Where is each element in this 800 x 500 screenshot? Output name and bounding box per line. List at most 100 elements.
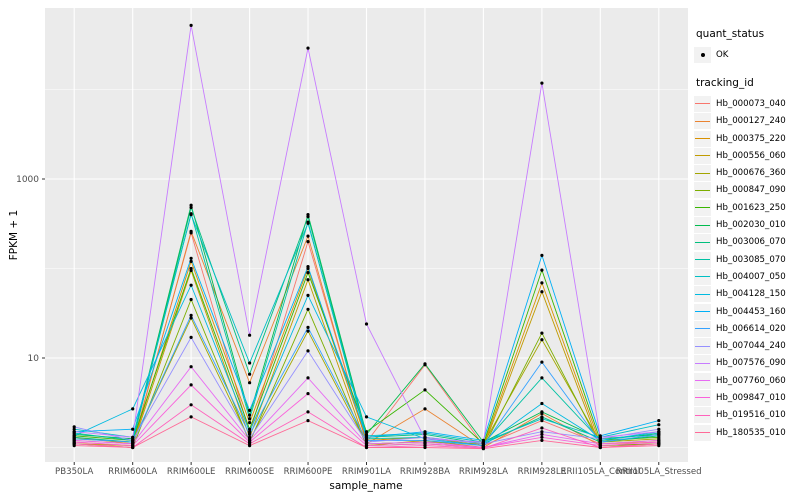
data-point xyxy=(364,445,369,450)
legend-line-swatch xyxy=(695,362,710,364)
data-point xyxy=(423,430,427,434)
legend-line-swatch xyxy=(695,172,710,174)
data-point xyxy=(540,430,544,434)
data-point xyxy=(189,316,193,320)
data-point xyxy=(657,432,661,436)
x-tick-label: RRIM928BA xyxy=(400,467,450,477)
legend-item-label: Hb_000676_360 xyxy=(716,168,786,179)
data-point xyxy=(540,410,544,414)
data-point xyxy=(306,215,310,219)
data-point xyxy=(189,365,193,369)
data-point xyxy=(423,445,427,450)
data-point xyxy=(306,376,310,380)
data-point xyxy=(598,435,602,439)
legend-item: Hb_000847_090 xyxy=(694,182,798,199)
x-tick-label: RRIM600SE xyxy=(225,467,274,477)
legend-key xyxy=(694,407,711,424)
data-point xyxy=(189,313,193,317)
data-point xyxy=(423,407,427,411)
data-point xyxy=(540,417,544,421)
point-marker-icon xyxy=(700,52,705,57)
data-point xyxy=(364,435,369,439)
legend-line-swatch xyxy=(695,311,710,312)
data-point xyxy=(306,392,310,396)
data-point xyxy=(189,415,193,419)
data-point xyxy=(540,268,544,272)
data-point xyxy=(72,427,76,431)
data-point xyxy=(423,362,427,366)
data-point xyxy=(189,297,193,302)
legend-item: Hb_000127_240 xyxy=(694,113,798,130)
x-tick-label: RRIM901LA xyxy=(342,467,391,477)
legend-item-label: Hb_004453_160 xyxy=(716,306,786,317)
data-point xyxy=(189,205,193,210)
legend-quant-status-title: quant_status xyxy=(696,28,765,40)
data-point xyxy=(540,426,544,430)
legend-item: Hb_007760_060 xyxy=(694,372,798,389)
data-point xyxy=(248,430,252,434)
legend-item: Hb_004128_150 xyxy=(694,286,798,303)
x-tick-label: RRIM928LE xyxy=(518,467,567,477)
legend-item: Hb_000073_040 xyxy=(694,95,798,112)
x-axis-title: sample_name xyxy=(329,480,402,492)
data-point xyxy=(189,23,193,27)
legend-line-swatch xyxy=(695,276,710,278)
legend-key xyxy=(694,182,711,199)
legend-item: Hb_000375_220 xyxy=(694,130,798,147)
data-point xyxy=(248,421,252,425)
legend-quant-status: quant_status OK xyxy=(694,28,798,63)
legend-line-swatch xyxy=(695,380,710,382)
legend-item-label: Hb_003085_070 xyxy=(716,254,786,265)
data-point xyxy=(540,432,544,436)
legend-key xyxy=(694,372,711,389)
legend-item: Hb_007044_240 xyxy=(694,337,798,355)
legend-item-ok: OK xyxy=(694,46,798,63)
data-point xyxy=(598,445,602,450)
legend-item-label: Hb_006614_020 xyxy=(716,323,786,334)
legend-tracking-id-title: tracking_id xyxy=(696,77,754,90)
legend-line-swatch xyxy=(695,414,710,416)
legend-key-ok xyxy=(694,46,711,63)
data-point xyxy=(657,427,661,431)
data-point xyxy=(306,419,310,423)
data-point xyxy=(248,444,252,448)
data-point xyxy=(364,430,369,434)
legend-item: Hb_003085_070 xyxy=(694,251,798,268)
data-point xyxy=(189,335,193,339)
legend-item-label: Hb_004128_150 xyxy=(716,289,786,300)
legend-item-label: Hb_007044_240 xyxy=(716,341,786,352)
legend-line-swatch xyxy=(695,345,710,347)
data-point xyxy=(540,376,544,380)
legend-key xyxy=(694,234,711,251)
data-point xyxy=(306,234,310,238)
legend-tracking-id: tracking_id Hb_000073_040 Hb_000127_240 Hb… xyxy=(694,77,798,441)
legend-key xyxy=(694,251,711,268)
legend-key xyxy=(694,147,711,164)
legend-line-swatch xyxy=(695,432,710,434)
data-point xyxy=(540,253,544,257)
legend-key xyxy=(694,95,711,112)
legend-tracking-id-items: Hb_000073_040 Hb_000127_240 Hb_000375_220 H… xyxy=(694,95,798,441)
data-point xyxy=(189,229,193,233)
data-point xyxy=(423,437,427,441)
legend-item: Hb_000676_360 xyxy=(694,164,798,182)
x-tick-label: RRIM600LE xyxy=(167,467,216,477)
data-point xyxy=(306,46,310,50)
x-tick-label: RRIM600LA xyxy=(108,467,157,477)
legend-item-label: Hb_000375_220 xyxy=(716,133,786,144)
legend-line-swatch xyxy=(695,103,710,105)
legend-key xyxy=(694,113,711,130)
data-point xyxy=(306,293,310,297)
legend-key xyxy=(694,199,711,216)
data-point xyxy=(540,281,544,285)
legend-item: Hb_006614_020 xyxy=(694,320,798,337)
data-point xyxy=(306,325,310,329)
x-tick-label: RRII105LA_Control xyxy=(560,467,640,477)
data-point xyxy=(306,271,310,275)
legend-item: Hb_009847_010 xyxy=(694,389,798,406)
legend-item: Hb_000556_060 xyxy=(694,147,798,164)
data-point xyxy=(540,290,544,294)
legend-key xyxy=(694,303,711,320)
